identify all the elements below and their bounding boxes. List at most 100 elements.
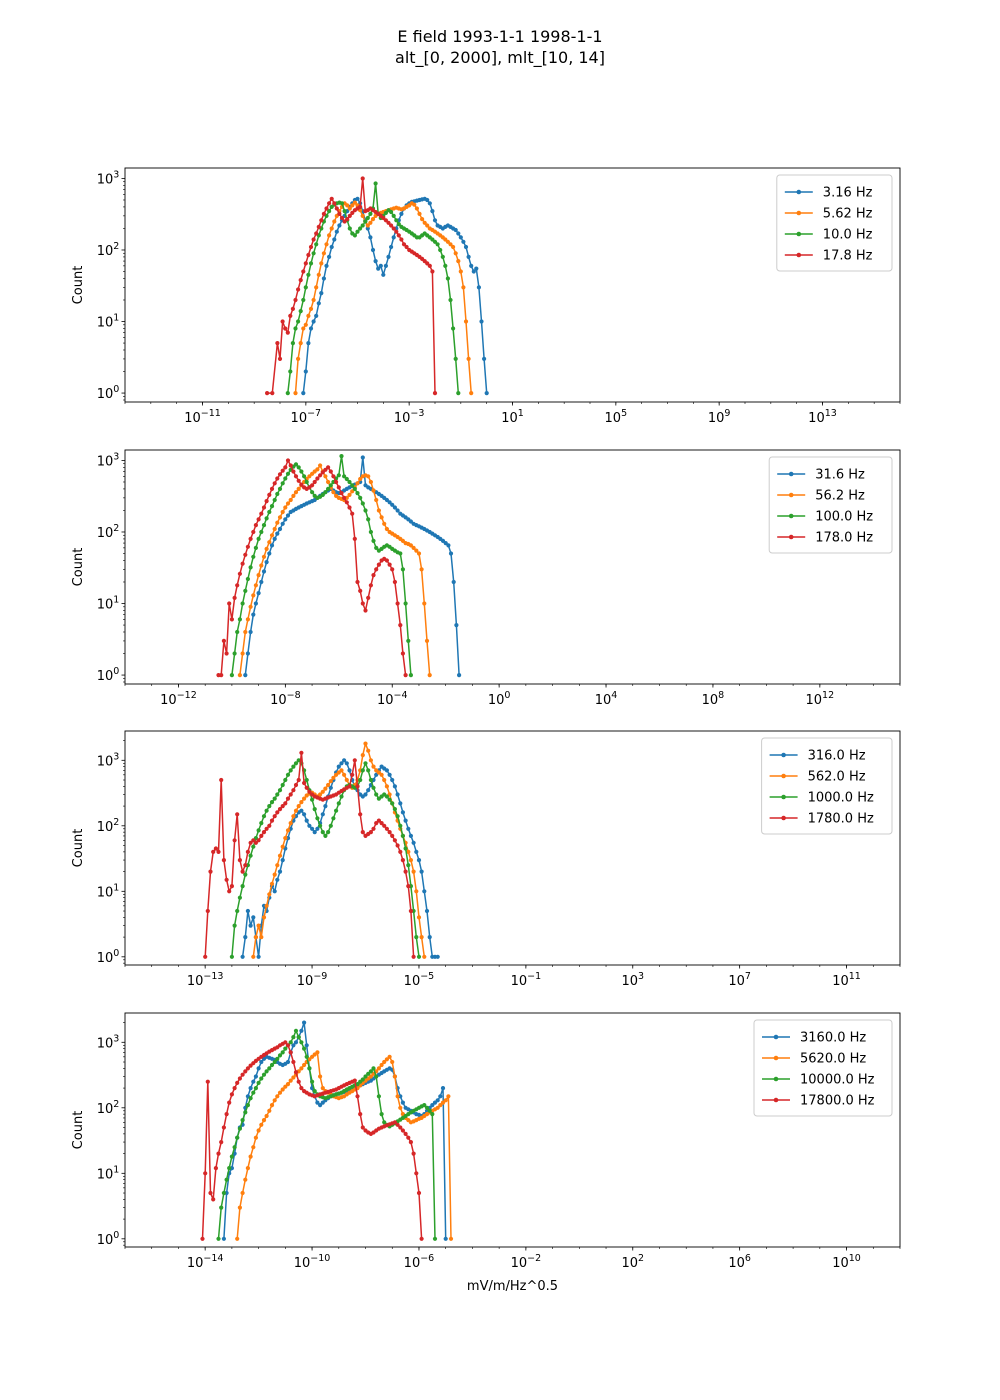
legend-marker [788,492,794,498]
data-point [363,219,368,224]
data-point [243,1177,248,1182]
data-point [332,219,337,224]
legend-item: 5620.0 Hz [762,1052,866,1067]
data-point [288,1040,293,1045]
data-point [261,505,267,510]
data-point [391,226,396,231]
data-point [358,204,363,209]
legend-label: 562.0 Hz [808,770,866,785]
data-point [408,543,413,548]
x-tick-label: 10−10 [294,1253,331,1271]
data-point [383,218,388,223]
data-point [261,915,267,920]
data-point [259,821,264,826]
data-point [316,272,321,277]
data-point [259,1122,264,1127]
data-point [301,297,306,303]
y-tick-label: 100 [97,1230,120,1248]
y-tick-label: 101 [97,1164,120,1182]
data-point [432,391,438,396]
data-point [358,476,363,482]
data-point [451,579,456,585]
data-point [270,391,275,396]
data-point [275,491,280,497]
data-point [374,821,379,826]
data-point [314,231,319,236]
data-point [435,954,440,959]
data-point [355,784,360,789]
data-point [374,1074,379,1079]
data-point [245,908,250,914]
data-point [371,538,376,544]
data-point [398,551,403,556]
data-point [299,1066,304,1071]
x-axis: 10−14 10−10 10−6 10−2 102 106 1010 [124,1247,901,1271]
data-point [451,244,456,250]
legend-marker [781,752,786,758]
data-point [453,227,458,233]
data-point [283,1084,288,1089]
data-point [400,567,405,572]
data-point [285,391,290,396]
data-point [280,481,285,486]
series [251,741,427,959]
data-point [320,470,325,475]
data-point [324,263,329,268]
data-point [245,544,250,549]
data-point [408,673,413,678]
data-point [326,479,331,485]
data-point [456,391,461,396]
data-point [302,1020,307,1025]
x-tick-label: 10−13 [187,971,224,989]
data-point [374,567,379,572]
data-point [243,863,248,868]
data-point [416,1190,422,1196]
data-point [331,816,336,821]
data-point [272,814,277,819]
x-tick-label: 100 [488,690,511,708]
data-point [406,638,411,644]
data-point [355,196,360,201]
data-point [232,651,237,656]
data-point [312,1089,317,1094]
x-tick-label: 1010 [832,1253,861,1271]
data-point [221,1190,226,1196]
data-point [371,764,376,769]
data-point [288,497,293,503]
data-point [321,251,326,256]
data-point [256,517,261,522]
data-point [264,546,269,552]
data-point [406,849,411,855]
y-axis: 100 101 102 103 [97,169,125,402]
legend-label: 5620.0 Hz [800,1052,866,1067]
data-point [368,235,373,240]
data-point [329,196,334,201]
data-point [229,1092,234,1097]
data-point [307,1066,312,1071]
data-point [304,777,309,783]
data-point [310,797,315,802]
data-point [411,869,416,874]
data-point [296,1079,301,1084]
data-point [299,808,304,813]
x-axis: 10−13 10−9 10−5 10−1 103 107 1011 [124,965,901,989]
data-point [412,202,417,207]
data-point [308,326,314,331]
data-point [358,812,363,817]
data-point [368,830,373,835]
data-point [314,242,319,247]
data-point [245,576,250,582]
data-point [352,536,357,542]
legend-item: 56.2 Hz [777,489,865,504]
data-point [448,297,453,303]
y-axis: 100 101 102 103 [97,740,125,966]
series [200,1040,424,1241]
data-point [463,319,469,324]
data-point [298,309,303,314]
data-point [370,247,376,253]
data-point [227,1166,232,1171]
data-point [288,1078,293,1083]
data-point [395,1094,400,1099]
data-point [408,908,413,914]
